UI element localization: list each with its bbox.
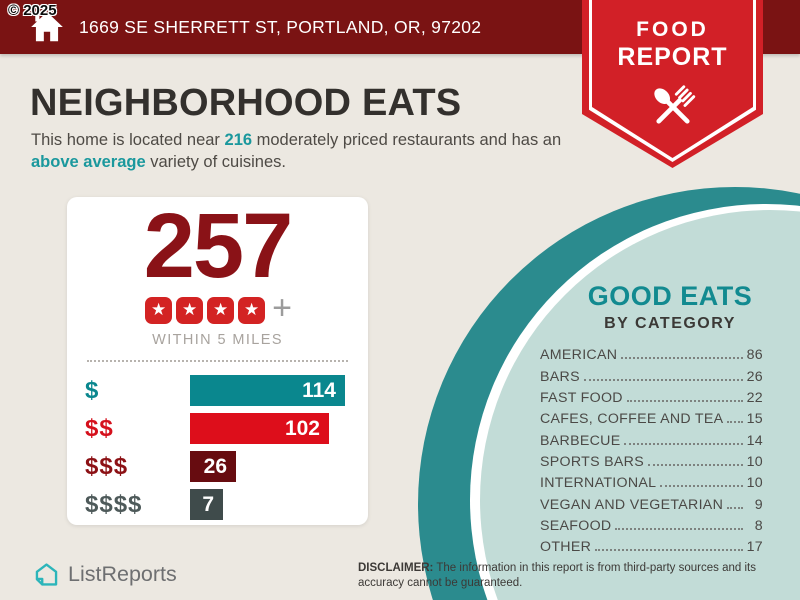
- dotted-divider: [87, 360, 348, 363]
- bar-value: 7: [202, 492, 214, 516]
- copyright-watermark: © 2025: [8, 2, 57, 19]
- subtitle-text: This home is located near: [31, 131, 225, 149]
- subtitle-highlight: above average: [31, 152, 146, 171]
- good-eats-subtitle: BY CATEGORY: [604, 315, 736, 332]
- category-value: 10: [746, 454, 763, 471]
- category-label: OTHER: [540, 539, 592, 556]
- category-label: SPORTS BARS: [540, 454, 644, 471]
- ribbon-content: FOOD REPORT: [582, 0, 763, 139]
- category-value: 22: [746, 390, 763, 407]
- category-label: AMERICAN: [540, 347, 618, 364]
- category-value: 17: [746, 539, 763, 556]
- radius-caption: WITHIN 5 MILES: [152, 332, 283, 349]
- disclaimer-text: The information in this report is from t…: [358, 562, 756, 589]
- fork-spoon-icon: [653, 85, 695, 124]
- category-label: BARS: [540, 368, 580, 385]
- category-dots: [615, 528, 743, 531]
- page-title: NEIGHBORHOOD EATS: [30, 82, 462, 124]
- subtitle-highlight: 216: [224, 131, 253, 149]
- category-dots: [727, 506, 743, 509]
- bar: 114: [190, 375, 345, 407]
- bar-track: 26: [190, 451, 345, 483]
- category-row: INTERNATIONAL 10: [540, 470, 763, 491]
- category-dots: [660, 485, 743, 488]
- bar-category-label: $: [85, 376, 100, 404]
- listreports-brand-text: ListReports: [68, 562, 177, 586]
- ribbon-title-line2: REPORT: [617, 43, 728, 71]
- category-dots: [621, 357, 743, 360]
- bar-category-label: $$$: [85, 452, 129, 480]
- category-dots: [647, 464, 743, 467]
- bar-row: $114: [85, 375, 368, 407]
- disclaimer: DISCLAIMER: The information in this repo…: [358, 561, 798, 591]
- restaurant-count: 257: [143, 195, 294, 297]
- category-value: 86: [746, 347, 763, 364]
- bar-track: 102: [190, 413, 345, 445]
- category-dots: [727, 421, 743, 424]
- bar-value: 26: [203, 454, 227, 478]
- star-icon: ★: [207, 296, 235, 324]
- disclaimer-label: DISCLAIMER:: [358, 562, 434, 574]
- category-value: 8: [754, 518, 763, 535]
- category-row: CAFES, COFFEE AND TEA 15: [540, 406, 763, 427]
- category-label: CAFES, COFFEE AND TEA: [540, 411, 724, 428]
- category-row: VEGAN AND VEGETARIAN 9: [540, 491, 763, 513]
- bar-category-label: $$: [85, 414, 114, 442]
- category-value: 10: [746, 475, 763, 492]
- bar-row: $$ 102: [85, 413, 368, 445]
- category-dots: [595, 549, 743, 552]
- category-value: 9: [754, 496, 763, 513]
- bar-row: $$$ 26: [85, 451, 368, 483]
- bar-track: 114: [190, 375, 345, 407]
- subtitle-text: variety of cuisines.: [145, 152, 286, 171]
- page-subtitle: This home is located near 216 moderately…: [31, 130, 579, 174]
- bar-row: $$$$ 7: [85, 489, 368, 521]
- good-eats-heading: GOOD EATS BY CATEGORY: [545, 281, 795, 333]
- category-value: 26: [746, 368, 763, 385]
- star-icon: ★: [176, 296, 204, 324]
- star-rating: ★ ★ ★ ★ +: [67, 289, 368, 327]
- bar: 7: [190, 489, 223, 521]
- category-label: FAST FOOD: [540, 390, 623, 407]
- home-icon: [31, 11, 63, 42]
- star-icon: ★: [145, 296, 173, 324]
- bar-track: 7: [190, 489, 345, 521]
- category-list: AMERICAN 86 BARS 26 FAST FOOD 22 CAFES, COFFEE…: [540, 342, 763, 555]
- category-label: SEAFOOD: [540, 518, 612, 535]
- bar-category-label: $$$$: [85, 490, 143, 518]
- category-row: FAST FOOD 22: [540, 385, 763, 406]
- category-dots: [626, 400, 743, 403]
- category-row: SEAFOOD 8: [540, 513, 763, 534]
- category-dots: [624, 442, 743, 445]
- category-row: OTHER 17: [540, 534, 763, 555]
- bar: 102: [190, 413, 329, 445]
- subtitle-text: moderately priced restaurants and has an: [252, 131, 562, 149]
- category-value: 14: [746, 432, 763, 449]
- food-report-ribbon: FOOD REPORT: [582, 0, 763, 168]
- category-dots: [583, 378, 743, 381]
- category-label: BARBECUE: [540, 432, 621, 449]
- category-row: BARS 26: [540, 363, 763, 385]
- star-icon: ★: [238, 296, 266, 324]
- category-row: AMERICAN 86: [540, 342, 763, 363]
- category-row: BARBECUE 14: [540, 427, 763, 449]
- category-label: INTERNATIONAL: [540, 475, 657, 492]
- bar-value: 114: [302, 378, 336, 402]
- category-label: VEGAN AND VEGETARIAN: [540, 496, 724, 513]
- listreports-logo: ListReports: [33, 561, 177, 588]
- good-eats-title: GOOD EATS: [587, 281, 753, 311]
- bar-value: 102: [284, 416, 320, 440]
- bar: 26: [190, 451, 236, 483]
- ribbon-title-line1: FOOD: [636, 18, 709, 41]
- price-bar-chart: $114 $$ 102 $$$ 26 $$$$ 7: [67, 375, 368, 521]
- plus-sign: +: [272, 288, 292, 327]
- category-row: SPORTS BARS 10: [540, 449, 763, 470]
- restaurant-count-card: 257 ★ ★ ★ ★ + WITHIN 5 MILES $114 $$ 102 $$$ 26 $…: [67, 197, 368, 525]
- category-value: 15: [746, 411, 763, 428]
- listreports-house-icon: [35, 563, 58, 586]
- address-text: 1669 SE SHERRETT ST, PORTLAND, OR, 97202: [79, 16, 482, 37]
